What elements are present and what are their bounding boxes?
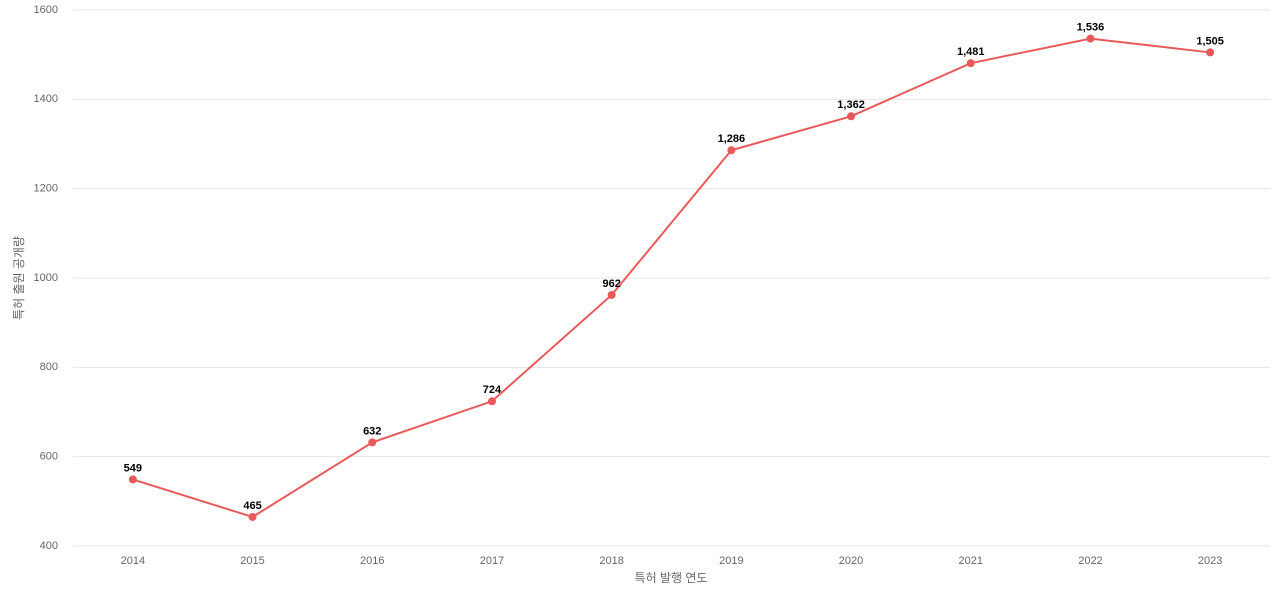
value-label: 1,286 [718, 133, 746, 145]
value-label: 724 [483, 384, 502, 396]
y-tick-label: 600 [40, 451, 58, 463]
x-tick-label: 2022 [1078, 555, 1102, 567]
x-tick-label: 2019 [719, 555, 743, 567]
y-axis-title: 특허 출원 공개량 [12, 236, 26, 320]
x-tick-label: 2018 [599, 555, 623, 567]
data-point [966, 59, 975, 68]
data-point [847, 112, 856, 121]
value-label: 1,505 [1196, 35, 1224, 47]
data-line [132, 37, 1211, 519]
data-point [368, 438, 377, 447]
x-tick-label: 2016 [360, 555, 384, 567]
y-tick-label: 1600 [34, 4, 58, 16]
x-tick-label: 2023 [1198, 555, 1222, 567]
x-tick-label: 2014 [121, 555, 145, 567]
data-point [487, 397, 496, 406]
data-point [248, 512, 257, 521]
data-point [727, 146, 736, 155]
x-tick-label: 2015 [240, 555, 264, 567]
value-label: 962 [602, 278, 620, 290]
value-label: 1,481 [957, 46, 985, 58]
data-point [607, 290, 616, 299]
y-tick-label: 800 [40, 361, 58, 373]
data-point [1086, 34, 1095, 43]
x-tick-label: 2017 [480, 555, 504, 567]
value-label: 465 [243, 500, 261, 512]
x-tick-label: 2021 [959, 555, 983, 567]
y-tick-label: 1000 [34, 272, 58, 284]
x-axis-title: 특허 발행 연도 [635, 570, 708, 585]
y-tick-label: 400 [40, 540, 58, 552]
x-tick-label: 2020 [839, 555, 863, 567]
y-tick-label: 1400 [34, 93, 58, 105]
value-label: 1,536 [1077, 21, 1105, 33]
value-label: 632 [363, 425, 381, 437]
data-point [1206, 48, 1215, 57]
value-label: 549 [124, 462, 142, 474]
data-point [128, 475, 137, 484]
value-label: 1,362 [837, 99, 865, 111]
y-tick-label: 1200 [34, 183, 58, 195]
